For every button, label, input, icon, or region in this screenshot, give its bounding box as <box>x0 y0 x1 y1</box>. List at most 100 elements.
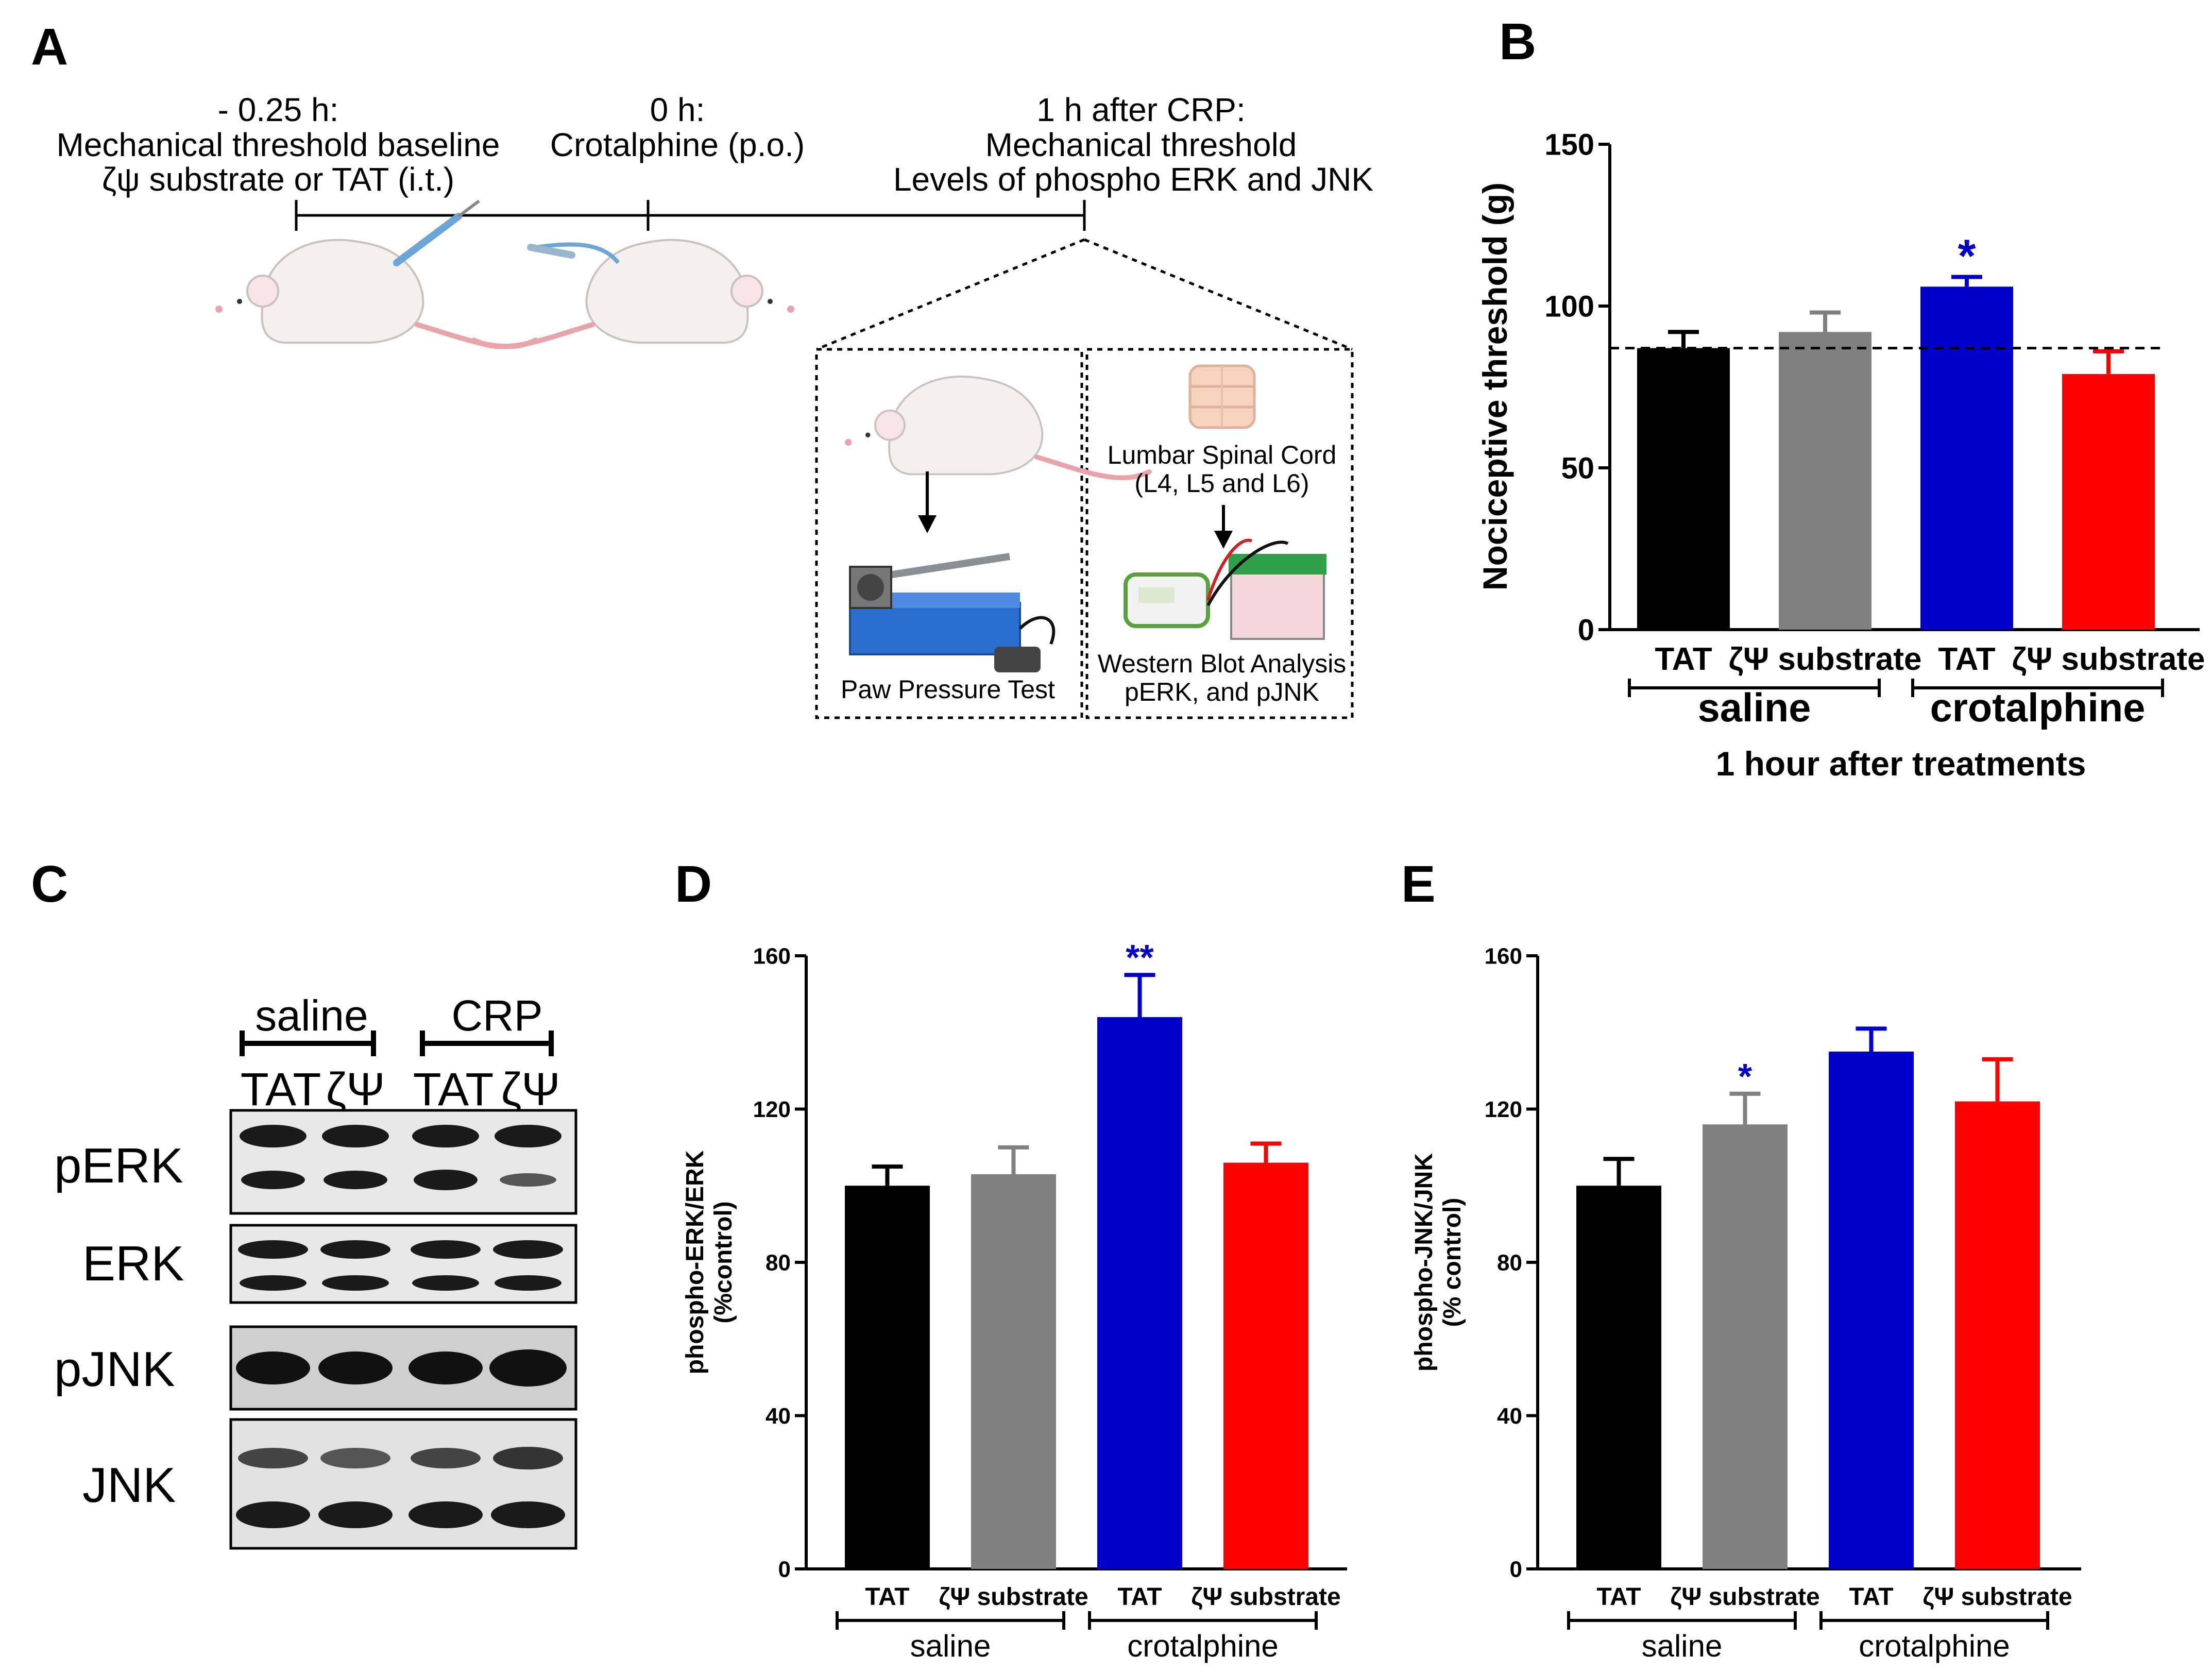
mouse-illustration-2 <box>474 240 794 347</box>
x-category-label: TAT <box>865 1583 909 1611</box>
bar <box>1829 1051 1914 1569</box>
x-category-label: ζΨ substrate <box>939 1583 1088 1611</box>
x-category-label: TAT <box>1596 1583 1641 1611</box>
x-category-label: ζΨ substrate <box>1922 1583 2072 1611</box>
group-label: crotalphine <box>1127 1629 1279 1663</box>
western-blot-label-line-1: Western Blot Analysis <box>1098 649 1347 678</box>
group-label: saline <box>910 1629 991 1663</box>
y-tick-label: 0 <box>1578 613 1594 647</box>
bar <box>2062 374 2155 630</box>
timeline-label-3-line-3: Levels of phospho ERK and JNK <box>893 161 1373 198</box>
bar <box>845 1186 930 1569</box>
blot-lane-2: ζΨ <box>326 1064 385 1116</box>
blot-jnk <box>229 1418 577 1550</box>
bar <box>971 1174 1056 1569</box>
blot-group-crp: CRP <box>451 991 542 1040</box>
x-category-label: TAT <box>1117 1583 1162 1611</box>
bar <box>1955 1101 2040 1569</box>
significance-marker: * <box>1958 230 1976 282</box>
blot-label-perk: pERK <box>54 1138 183 1193</box>
timeline-label-1-line-3: ζψ substrate or TAT (i.t.) <box>102 161 454 198</box>
chart-b: 0 50 100 150 TAT ζΨ substrate * TAT ζΨ substrate… <box>1476 128 2205 783</box>
x-axis-title: 1 hour after treatments <box>1716 745 2086 783</box>
paw-pressure-box <box>815 348 1083 719</box>
gavage-tube <box>535 242 620 264</box>
blot-group-brackets <box>240 1030 554 1056</box>
bar <box>1703 1124 1788 1569</box>
chart-e: 0 40 80 120 160 TAT * ζΨ substrate TAT ζΨ substra… <box>1410 943 2081 1663</box>
spinal-cord-icon <box>1188 364 1256 429</box>
panel-letter-c: C <box>31 855 68 913</box>
bar <box>1779 332 1871 630</box>
x-category-label: TAT <box>1938 641 1995 677</box>
y-tick-label: 160 <box>1485 943 1522 969</box>
y-tick-label: 0 <box>778 1557 791 1582</box>
y-tick-label: 80 <box>765 1250 791 1275</box>
timeline-label-1-line-1: - 0.25 h: <box>218 91 339 128</box>
down-arrow-1 <box>918 471 937 533</box>
group-label: saline <box>1698 686 1811 730</box>
blot-group-saline: saline <box>255 991 368 1040</box>
significance-marker: * <box>1738 1056 1752 1096</box>
y-tick-label: 100 <box>1544 290 1594 323</box>
down-arrow-2 <box>1214 505 1233 549</box>
y-tick-label: 160 <box>753 943 791 969</box>
y-tick-label: 50 <box>1561 451 1594 485</box>
panel-letter-d: D <box>675 855 712 913</box>
western-blot-box <box>1085 348 1354 719</box>
x-category-label: TAT <box>1849 1583 1893 1611</box>
x-category-label: ζΨ substrate <box>2012 641 2205 677</box>
panel-letter-e: E <box>1401 855 1436 913</box>
blot-erk <box>229 1224 577 1304</box>
y-axis-title: (%control) <box>710 1201 737 1323</box>
y-axis-title: Nociceptive threshold (g) <box>1476 182 1514 590</box>
group-label: crotalphine <box>1930 686 2146 730</box>
timeline-label-3-line-1: 1 h after CRP: <box>1036 91 1246 128</box>
spinal-cord-label-line-2: (L4, L5 and L6) <box>1134 469 1309 498</box>
blot-label-erk: ERK <box>82 1236 184 1291</box>
timeline-label-2-line-1: 0 h: <box>650 91 705 128</box>
timeline-labels: - 0.25 h: Mechanical threshold baseline … <box>57 91 1374 198</box>
bar <box>1097 1017 1182 1569</box>
blot-label-jnk: JNK <box>82 1458 176 1513</box>
bar <box>1576 1186 1661 1569</box>
paw-pressure-label: Paw Pressure Test <box>841 675 1055 704</box>
y-tick-label: 40 <box>1497 1404 1522 1429</box>
paw-pressure-device <box>849 553 1056 672</box>
blot-lane-3: TAT <box>413 1064 494 1116</box>
panel-letter-a: A <box>31 18 68 76</box>
x-category-label: ζΨ substrate <box>1670 1583 1819 1611</box>
y-tick-label: 40 <box>765 1404 791 1429</box>
y-axis-title: phospho-JNK/JNK <box>1410 1153 1438 1372</box>
timeline-label-2-line-2: Crotalphine (p.o.) <box>550 126 805 163</box>
y-axis-title: (% control) <box>1439 1198 1466 1327</box>
blot-lane-1: TAT <box>241 1064 321 1116</box>
blot-lane-4: ζΨ <box>501 1064 560 1116</box>
panel-letter-b: B <box>1499 13 1536 71</box>
group-label: crotalphine <box>1859 1629 2010 1663</box>
y-axis-title: phospho-ERK/ERK <box>682 1150 709 1374</box>
group-label: saline <box>1642 1629 1723 1663</box>
y-tick-label: 150 <box>1544 128 1594 161</box>
x-category-label: TAT <box>1655 641 1712 677</box>
x-category-label: ζΨ substrate <box>1191 1583 1340 1611</box>
detail-expansion <box>815 238 1354 719</box>
bar <box>1223 1162 1308 1569</box>
spinal-cord-label-line-1: Lumbar Spinal Cord <box>1108 441 1337 469</box>
western-blot-label-line-2: pERK, and pJNK <box>1125 678 1319 706</box>
chart-d: 0 40 80 120 160 TAT ζΨ substrate ** TAT ζΨ substr… <box>682 937 1347 1663</box>
mouse-illustration-1 <box>215 199 536 346</box>
blot-label-pjnk: pJNK <box>54 1342 175 1397</box>
gavage-syringe <box>527 244 575 259</box>
x-category-label: ζΨ substrate <box>1728 641 1921 677</box>
timeline-label-1-line-2: Mechanical threshold baseline <box>57 126 500 163</box>
y-tick-label: 80 <box>1497 1250 1522 1275</box>
y-tick-label: 120 <box>1485 1097 1522 1122</box>
timeline-label-3-line-2: Mechanical threshold <box>985 126 1297 163</box>
bar <box>1920 286 2013 630</box>
bar <box>1637 348 1730 630</box>
western-blot-apparatus <box>1124 538 1326 640</box>
timeline-axis <box>295 200 1086 231</box>
mouse-illustration-3 <box>845 377 1149 478</box>
